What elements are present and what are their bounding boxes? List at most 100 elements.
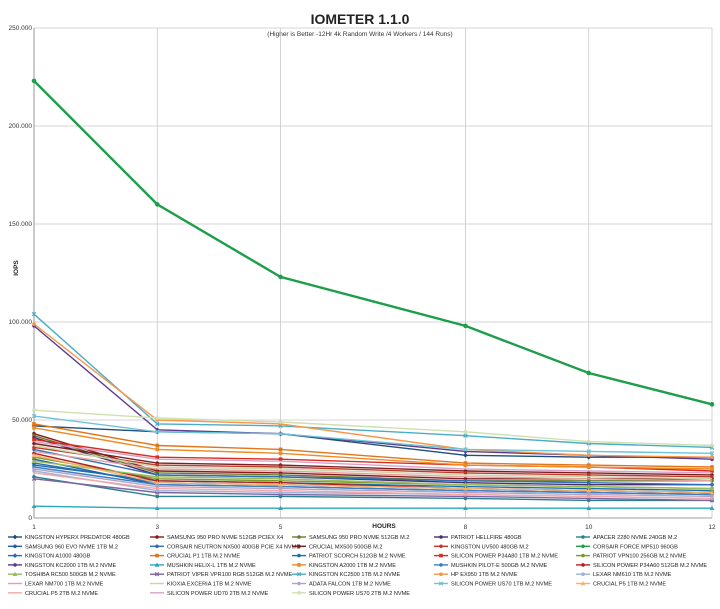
legend-label: CRUCIAL P5 1TB M.2 NVME bbox=[593, 582, 666, 588]
data-point bbox=[586, 480, 591, 485]
data-point bbox=[32, 322, 36, 326]
legend-label: SILICON POWER UD70 2TB M.2 NVME bbox=[167, 591, 269, 597]
y-tick-label: 50.000 bbox=[12, 417, 32, 424]
data-point bbox=[463, 463, 468, 467]
data-point bbox=[710, 494, 714, 499]
y-tick-label: 100.000 bbox=[9, 319, 33, 326]
data-point bbox=[155, 494, 160, 499]
data-point bbox=[710, 467, 714, 471]
legend-swatch-marker bbox=[154, 571, 160, 577]
data-point bbox=[155, 447, 160, 452]
series-15 bbox=[32, 324, 714, 462]
legend-item: LEXAR NM700 1TB M.2 NVME bbox=[8, 582, 104, 588]
y-tick-label: 150.000 bbox=[9, 221, 33, 228]
data-point bbox=[463, 486, 468, 491]
legend-swatch-marker bbox=[155, 553, 159, 558]
data-point bbox=[31, 460, 37, 466]
data-point bbox=[586, 463, 591, 467]
data-point bbox=[463, 461, 468, 465]
legend-label: CRUCIAL MX500 500GB M.2 bbox=[309, 544, 382, 550]
data-point bbox=[155, 488, 160, 493]
data-point bbox=[710, 482, 714, 487]
legend-swatch-marker bbox=[439, 553, 443, 558]
legend-swatch-marker bbox=[297, 563, 301, 567]
data-point bbox=[155, 416, 160, 420]
data-point bbox=[463, 429, 468, 434]
data-point bbox=[586, 465, 591, 469]
series-6 bbox=[32, 447, 714, 487]
legend-swatch-marker bbox=[155, 544, 159, 549]
legend-item: CRUCIAL P1 1TB M.2 NVME bbox=[150, 554, 240, 560]
legend-swatch-marker bbox=[581, 563, 585, 567]
series-line bbox=[33, 460, 713, 490]
x-tick-label: 8 bbox=[464, 524, 468, 531]
legend-swatch-marker bbox=[439, 535, 443, 539]
series-23 bbox=[32, 322, 714, 460]
chart-subtitle: (Higher is Better -12Hr 4k Random Write … bbox=[267, 31, 452, 38]
legend-label: PATRIOT VIPER VPR100 RGB 512GB M.2 NVME bbox=[167, 572, 293, 578]
data-point bbox=[31, 476, 37, 482]
y-axis-label: IOPS bbox=[13, 260, 20, 276]
legend-item: KINGSTON KC2000 1TB M.2 NVME bbox=[8, 563, 117, 569]
legend-label: KINGSTON A2000 1TB M.2 NVME bbox=[309, 563, 396, 569]
data-point bbox=[154, 505, 160, 510]
legend-label: CRUCIAL P5 2TB M.2 NVME bbox=[25, 591, 98, 597]
series-25 bbox=[33, 450, 713, 482]
legend-item: LEXAR NM610 1TB M.2 NVME bbox=[576, 572, 672, 578]
legend-item: KINGSTON HYPERX PREDATOR 480GB bbox=[8, 534, 130, 541]
legend-label: PATRIOT HELLFIRE 480GB bbox=[451, 535, 522, 541]
series-32 bbox=[32, 408, 714, 448]
legend-item: ADATA FALCON 1TB M.2 NVME bbox=[292, 582, 391, 588]
data-point bbox=[709, 490, 715, 495]
series-line bbox=[33, 446, 713, 478]
legend-label: APACER 2280 NVME 240GB M.2 bbox=[593, 535, 677, 541]
legend-item: SAMSUNG 960 EVO NVME 1TB M.2 bbox=[8, 544, 118, 550]
legend-swatch-marker bbox=[581, 553, 585, 558]
series-line bbox=[33, 454, 713, 494]
legend-label: LEXAR NM610 1TB M.2 NVME bbox=[593, 572, 672, 578]
series-line bbox=[33, 444, 713, 480]
legend-label: CORSAIR FORCE MP510 960GB bbox=[593, 544, 678, 550]
data-point bbox=[463, 478, 468, 483]
data-point bbox=[586, 505, 592, 510]
legend-label: SILICON POWER US70 2TB M.2 NVME bbox=[309, 591, 410, 597]
data-point bbox=[278, 476, 283, 481]
legend-item: KINGSTON A2000 1TB M.2 NVME bbox=[292, 563, 396, 569]
legend-label: KINGSTON KC2000 1TB M.2 NVME bbox=[25, 563, 117, 569]
series-line bbox=[33, 472, 713, 500]
legend-label: KINGSTON A1000 480GB bbox=[25, 554, 91, 560]
legend-swatch-marker bbox=[438, 581, 444, 586]
x-axis-label: HOURS bbox=[372, 523, 396, 530]
legend-item: CORSAIR FORCE MP510 960GB bbox=[576, 544, 678, 550]
data-point bbox=[463, 323, 468, 329]
legend-item: PATRIOT SCORCH 512GB M.2 NVME bbox=[292, 554, 406, 560]
legend-swatch-marker bbox=[12, 534, 18, 540]
data-point bbox=[32, 422, 36, 426]
data-point bbox=[32, 445, 36, 450]
series-line bbox=[33, 440, 713, 474]
data-point bbox=[710, 465, 714, 469]
series-line bbox=[33, 425, 712, 458]
legend-item: CORSAIR NEUTRON NX500 400GB PCIE X4 NVME bbox=[150, 544, 300, 550]
legend-swatch-marker bbox=[154, 562, 160, 567]
x-tick-label: 12 bbox=[708, 524, 716, 531]
series-line bbox=[33, 325, 713, 460]
data-point bbox=[709, 505, 715, 510]
legend-label: ADATA FALCON 1TB M.2 NVME bbox=[309, 582, 391, 588]
series-line bbox=[33, 442, 713, 476]
legend-item: PATRIOT VIPER VPR100 RGB 512GB M.2 NVME bbox=[150, 571, 293, 578]
series-line bbox=[33, 476, 712, 502]
series-line bbox=[33, 448, 713, 486]
data-point bbox=[709, 486, 715, 491]
data-point bbox=[278, 451, 283, 456]
data-point bbox=[278, 431, 283, 436]
series-lines bbox=[31, 78, 715, 510]
series-30 bbox=[33, 472, 713, 500]
legend-item: TOSHIBA RC500 500GB M.2 NVME bbox=[8, 571, 116, 578]
data-point bbox=[155, 443, 160, 448]
data-point bbox=[32, 437, 36, 442]
legend: KINGSTON HYPERX PREDATOR 480GB SAMSUNG 95… bbox=[8, 534, 707, 597]
legend-item: SAMSUNG 950 PRO NVME 512GB M.2 bbox=[292, 535, 409, 541]
